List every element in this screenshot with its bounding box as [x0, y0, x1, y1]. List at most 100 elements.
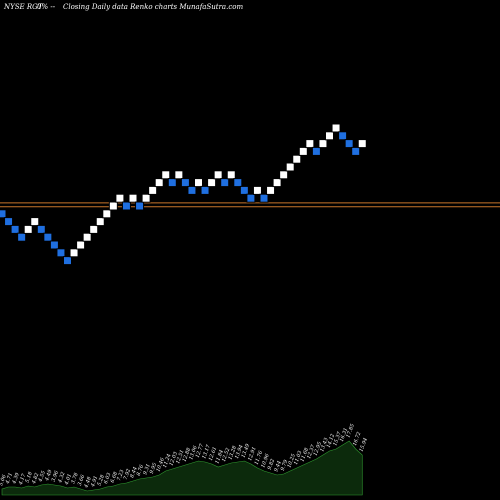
volume-label: 8.76 — [136, 463, 146, 476]
renko-brick-up — [279, 170, 289, 180]
volume-label: 10.25 — [286, 453, 297, 469]
renko-brick-up — [285, 162, 295, 172]
renko-brick-up — [213, 170, 223, 180]
renko-brick-up — [174, 170, 184, 180]
volume-label: 11.68 — [300, 447, 311, 463]
renko-brick-down — [246, 193, 256, 203]
volume-label: 10.96 — [260, 452, 271, 468]
renko-brick-up — [95, 217, 105, 227]
renko-brick-down — [311, 146, 321, 156]
renko-brick-down — [344, 139, 354, 149]
renko-brick-down — [351, 146, 361, 156]
volume-label: 4.48 — [83, 476, 93, 489]
renko-brick-up — [161, 170, 171, 180]
volume-label: 10.46 — [155, 456, 166, 472]
volume-label: 4.32 — [57, 471, 67, 484]
renko-brick-up — [292, 154, 302, 164]
volume-label: 14.12 — [326, 433, 337, 449]
renko-brick-down — [43, 232, 53, 242]
volume-label: 4.39 — [11, 471, 21, 485]
renko-brick-down — [233, 178, 243, 188]
volume-label: 11.03 — [293, 450, 304, 466]
renko-brick-up — [154, 178, 164, 188]
volume-label: 11.24 — [162, 453, 173, 469]
renko-brick-down — [17, 232, 27, 242]
renko-brick-up — [102, 209, 112, 219]
volume-labels: 5.064.714.394.175.184.824.554.493.964.32… — [0, 423, 369, 489]
renko-brick-down — [121, 201, 131, 211]
volume-label: 12.03 — [169, 451, 180, 467]
volume-label: 12.37 — [306, 443, 317, 459]
renko-brick-down — [259, 193, 269, 203]
renko-brick-up — [82, 232, 92, 242]
header-symbol: NYSE RGT — [3, 3, 44, 11]
renko-brick-down — [167, 178, 177, 188]
renko-brick-up — [115, 193, 125, 203]
volume-area — [1, 440, 363, 496]
renko-brick-down — [135, 201, 145, 211]
volume-label: 15.37 — [332, 430, 343, 446]
renko-brick-down — [0, 209, 7, 219]
renko-brick-up — [357, 139, 367, 149]
renko-brick-down — [36, 224, 46, 234]
volume-label: 15.94 — [358, 437, 369, 453]
volume-label: 5.06 — [0, 473, 8, 486]
volume-label: 12.91 — [247, 446, 258, 462]
renko-brick-up — [305, 139, 315, 149]
reference-lines — [0, 202, 500, 208]
renko-brick-down — [187, 185, 197, 195]
renko-brick-up — [76, 240, 86, 250]
renko-brick-up — [331, 123, 341, 133]
renko-brick-down — [180, 178, 190, 188]
renko-brick-up — [272, 178, 282, 188]
volume-label: 7.92 — [123, 468, 132, 481]
volume-label: 9.79 — [280, 458, 290, 471]
volume-label: 4.82 — [31, 472, 41, 485]
volume-label: 6.03 — [103, 472, 112, 485]
volume-label: 12.51 — [175, 449, 186, 465]
renko-brick-up — [226, 170, 236, 180]
volume-label: 8.44 — [129, 466, 138, 479]
renko-brick-up — [298, 146, 308, 156]
volume-label: 12.77 — [195, 442, 206, 458]
volume-label: 4.55 — [37, 470, 47, 483]
renko-brick-down — [49, 240, 59, 250]
volume-label: 9.31 — [142, 463, 151, 476]
renko-brick-up — [148, 185, 158, 195]
volume-label: 9.82 — [267, 458, 276, 471]
renko-brick-up — [266, 185, 276, 195]
renko-brick-up — [108, 201, 118, 211]
volume-label: 4.17 — [18, 472, 28, 486]
renko-bricks — [0, 123, 367, 266]
renko-brick-up — [23, 224, 33, 234]
volume-label: 7.23 — [116, 469, 125, 482]
renko-brick-up — [194, 178, 203, 188]
volume-label: 6.68 — [110, 471, 119, 484]
volume-label: 5.28 — [96, 474, 105, 487]
renko-brick-up — [325, 131, 334, 141]
renko-brick-up — [141, 193, 151, 203]
renko-brick-up — [318, 139, 328, 149]
renko-brick-down — [338, 131, 348, 141]
renko-brick-up — [69, 248, 79, 258]
volume-label: 4.91 — [90, 475, 100, 488]
volume-label: 13.49 — [241, 442, 252, 458]
volume-label: 16.72 — [352, 431, 363, 447]
volume-label: 13.28 — [227, 445, 238, 461]
volume-area-path — [1, 440, 363, 496]
volume-label: 12.95 — [313, 441, 324, 457]
renko-brick-up — [128, 193, 138, 203]
volume-label: 4.01 — [63, 473, 73, 486]
volume-label: 12.52 — [221, 447, 232, 463]
renko-brick-down — [220, 178, 230, 188]
renko-brick-down — [56, 248, 66, 258]
volume-label: 12.61 — [208, 446, 219, 462]
renko-brick-down — [4, 217, 14, 227]
volume-label: 13.06 — [188, 444, 199, 460]
renko-brick-up — [252, 185, 262, 195]
volume-label: 9.44 — [273, 460, 282, 473]
renko-brick-down — [63, 256, 72, 266]
volume-label: 13.17 — [201, 443, 212, 459]
